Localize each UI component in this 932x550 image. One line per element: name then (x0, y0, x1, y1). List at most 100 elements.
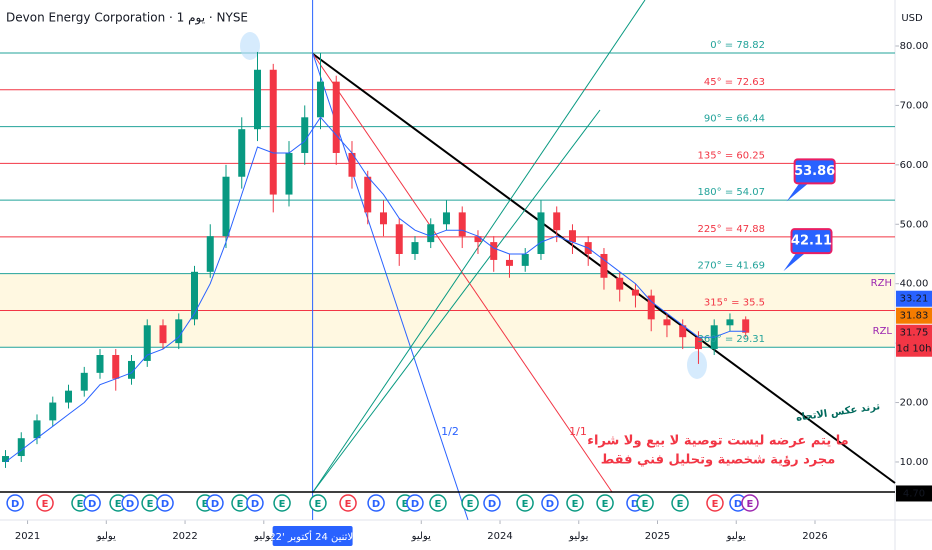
event-marker (156, 494, 174, 512)
candle-body (65, 390, 73, 403)
chart-title: Devon Energy Corporation · 1 يوم · NYSE (6, 11, 248, 26)
event-label: E (42, 499, 49, 510)
event-marker (596, 494, 614, 512)
level-label: 45° = 72.63 (704, 77, 765, 88)
event-marker (429, 494, 447, 512)
event-marker (121, 494, 139, 512)
candle-body (128, 360, 136, 379)
candle-body (427, 224, 435, 243)
x-tick-label: يوليو (726, 531, 746, 542)
y-tick-label: 40.00 (900, 279, 929, 290)
candle-body (505, 259, 513, 266)
price-marker (896, 485, 932, 502)
event-marker (483, 494, 501, 512)
event-label: E (402, 499, 409, 510)
event-label: D (372, 499, 380, 510)
event-marker (516, 494, 534, 512)
candle-body (694, 337, 702, 350)
candle-body (80, 372, 88, 391)
event-label: E (77, 499, 84, 510)
event-label: E (147, 499, 154, 510)
callout-label: 42.11 (791, 234, 832, 249)
candle-body (49, 402, 57, 421)
candle-body (206, 236, 214, 272)
candle-body (348, 152, 356, 177)
level-label: 225° = 47.88 (698, 224, 765, 235)
crosshair-box (272, 526, 353, 546)
highlight (240, 32, 260, 60)
event-label: E (237, 499, 244, 510)
candle-body (553, 212, 561, 231)
event-label: E (712, 499, 719, 510)
event-label: D (126, 499, 134, 510)
event-label: E (435, 499, 442, 510)
candle-body (253, 69, 261, 130)
level-label: 90° = 66.44 (704, 114, 765, 125)
gann-line (312, 53, 613, 493)
candle-body (379, 212, 387, 225)
event-marker (706, 494, 724, 512)
event-label: D (161, 499, 169, 510)
event-marker (83, 494, 101, 512)
event-marker (367, 494, 385, 512)
x-tick-label: 2024 (487, 531, 512, 542)
event-marker (206, 494, 224, 512)
annotation: 1/2 (441, 425, 459, 438)
event-label: E (315, 499, 322, 510)
event-label: E (602, 499, 609, 510)
callout-box (793, 158, 836, 185)
event-label: D (88, 499, 96, 510)
candle-body (222, 176, 230, 237)
candle-body (112, 355, 120, 379)
data-layer (2, 51, 750, 468)
event-marker (339, 494, 357, 512)
event-label: E (202, 499, 209, 510)
level-label: 135° = 60.25 (698, 150, 765, 161)
event-marker (309, 494, 327, 512)
event-marker (6, 494, 24, 512)
candle-body (33, 420, 41, 439)
crosshair-label: الاثنين 24 أكتوبر '22 (269, 530, 356, 543)
y-tick-label: 50.00 (900, 219, 929, 230)
price-marker (896, 307, 932, 324)
candle-body (2, 456, 10, 462)
x-tick-label: 2026 (802, 531, 827, 542)
disclaimer: ما يتم عرضه ليست توصية لا بيع ولا شراء (587, 434, 848, 449)
callout-pointer (786, 181, 811, 202)
candle-body (175, 319, 183, 344)
event-label: D (488, 499, 496, 510)
candle-body (190, 271, 198, 320)
candle-body (395, 224, 403, 254)
price-label: 31.75 (900, 328, 929, 339)
gann-line (312, 109, 601, 493)
price-label: 33.21 (900, 294, 929, 305)
candle-body (301, 117, 309, 153)
callout-label: 53.86 (794, 164, 835, 179)
y-tick-label: 60.00 (900, 160, 929, 171)
candle-body (568, 230, 576, 243)
candle-body (96, 355, 104, 373)
price-sublabel: 1d 10h (897, 344, 932, 355)
zone-label: RZH (871, 278, 892, 289)
event-label: E (467, 499, 474, 510)
event-label: D (631, 499, 639, 510)
candle-body (521, 253, 529, 266)
level-label: 315° = 35.5 (704, 297, 765, 308)
candle-body (742, 319, 750, 333)
candle-body (442, 212, 450, 225)
event-marker (741, 494, 759, 512)
candle-body (616, 277, 624, 290)
price-marker (896, 290, 932, 307)
disclaimer: مجرد رؤية شخصية وتحليل فني فقط (601, 453, 836, 468)
candle-body (458, 212, 466, 237)
y-tick-label: 80.00 (900, 41, 929, 52)
level-label: 270° = 41.69 (698, 261, 765, 272)
candle-body (411, 242, 419, 254)
event-label: E (572, 499, 579, 510)
x-tick-label: 2022 (172, 531, 197, 542)
event-marker (461, 494, 479, 512)
candle-body (726, 319, 734, 326)
event-label: E (677, 499, 684, 510)
currency: USD (901, 13, 923, 24)
